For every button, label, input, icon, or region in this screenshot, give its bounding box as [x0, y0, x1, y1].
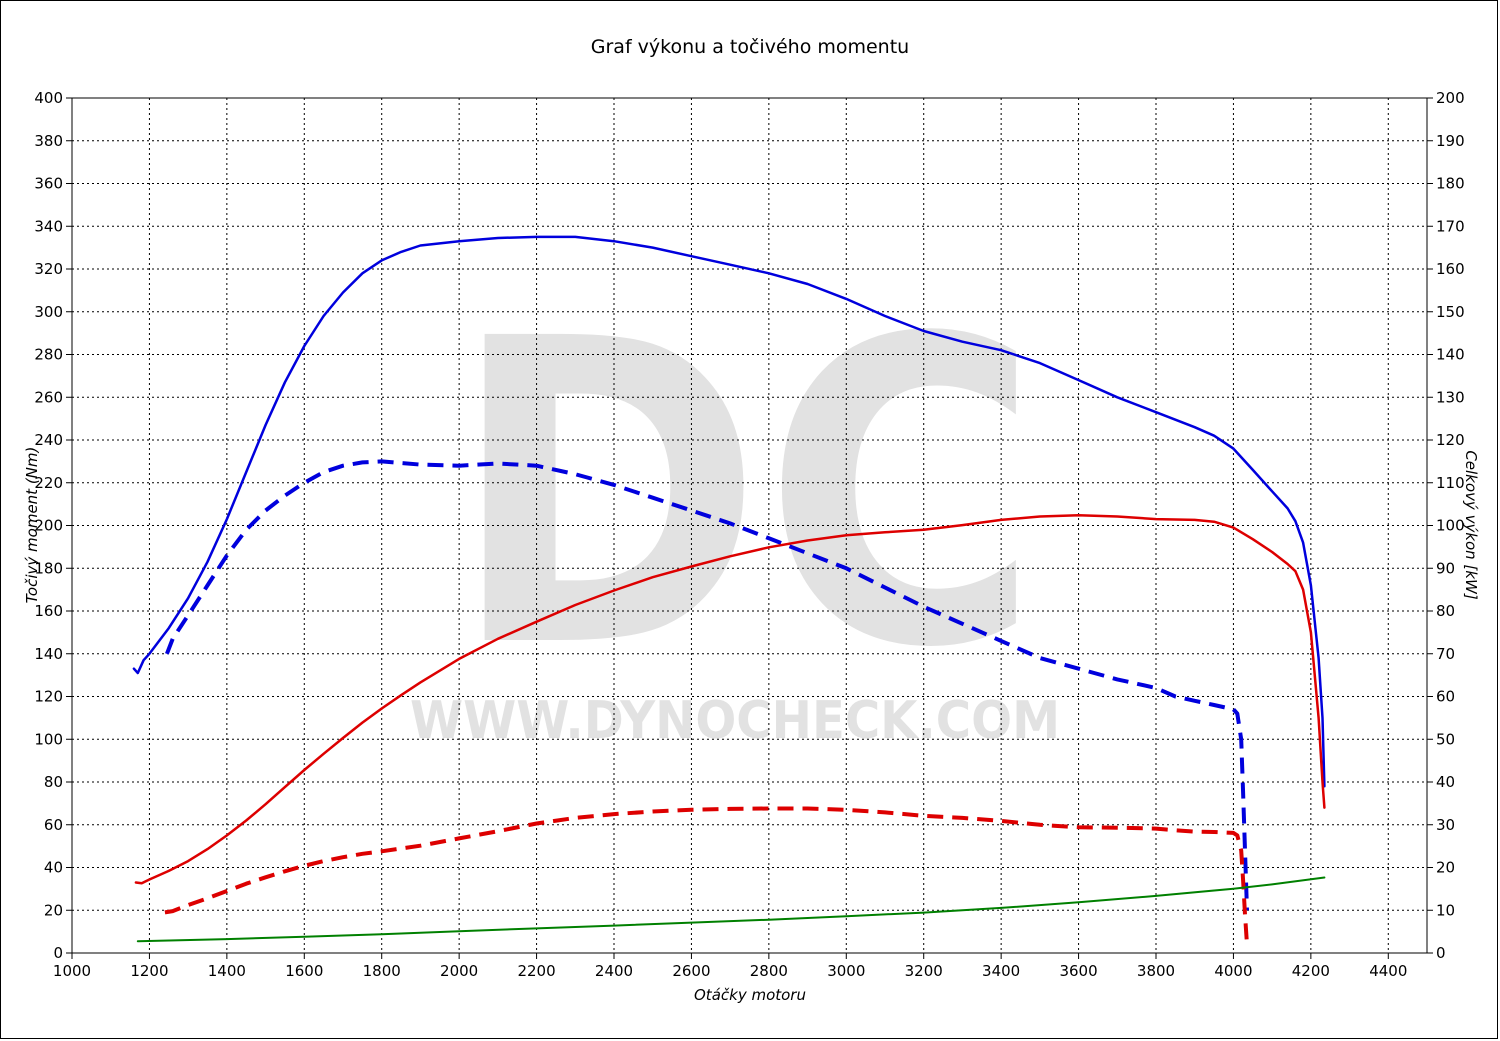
y-left-tick-label: 380	[34, 132, 63, 150]
y-right-tick-label: 160	[1436, 260, 1465, 278]
y-right-tick-label: 130	[1436, 388, 1465, 406]
x-tick-label: 1600	[285, 962, 323, 980]
y-left-tick-label: 40	[44, 859, 63, 877]
y-left-tick-label: 320	[34, 260, 63, 278]
x-tick-label: 3000	[827, 962, 865, 980]
y-left-tick-label: 220	[34, 474, 63, 492]
chart-title: Graf výkonu a točivého momentu	[591, 36, 909, 58]
y-right-tick-label: 100	[1436, 517, 1465, 535]
y-right-tick-label: 50	[1436, 730, 1455, 748]
watermark-text: WWW.DYNOCHECK.COM	[410, 691, 1060, 751]
x-tick-label: 4400	[1369, 962, 1407, 980]
loss-line	[136, 876, 1326, 943]
grid	[72, 98, 1427, 953]
torque-tuned-line	[132, 235, 1326, 788]
y-right-tick-label: 120	[1436, 431, 1465, 449]
x-tick-label: 3200	[905, 962, 943, 980]
y-left-tick-label: 260	[34, 388, 63, 406]
y-left-tick-label: 20	[44, 901, 63, 919]
watermark-logo: DC	[450, 251, 1040, 740]
y-right-tick-label: 170	[1436, 217, 1465, 235]
x-tick-label: 2400	[595, 962, 633, 980]
y-right-tick-label: 150	[1436, 303, 1465, 321]
watermark: DC WWW.DYNOCHECK.COM	[410, 251, 1060, 751]
y-left-tick-label: 100	[34, 730, 63, 748]
x-tick-label: 2000	[440, 962, 478, 980]
x-tick-label: 4000	[1214, 962, 1252, 980]
y-axis-left-label: Točivý moment (Nm)	[23, 447, 41, 604]
y-right-tick-label: 90	[1436, 559, 1455, 577]
power-stock-line	[164, 806, 1249, 945]
y-right-tick-label: 200	[1436, 89, 1465, 107]
y-left-tick-label: 340	[34, 217, 63, 235]
y-left-tick-label: 280	[34, 346, 63, 364]
y-right-tick-label: 0	[1436, 944, 1446, 962]
y-left-tick-label: 160	[34, 602, 63, 620]
x-axis: 1000 1200 1400 1600 1800 2000 2200 2400 2600 2800…	[53, 953, 1407, 980]
x-tick-label: 3800	[1137, 962, 1175, 980]
y-right-tick-label: 110	[1436, 474, 1465, 492]
y-right-tick-label: 30	[1436, 816, 1455, 834]
y-left-tick-label: 60	[44, 816, 63, 834]
y-right-tick-label: 20	[1436, 859, 1455, 877]
y-left-tick-label: 300	[34, 303, 63, 321]
x-tick-label: 2800	[750, 962, 788, 980]
x-axis-label: Otáčky motoru	[694, 986, 806, 1004]
y-left-tick-label: 240	[34, 431, 63, 449]
y-left-tick-label: 80	[44, 773, 63, 791]
y-right-tick-label: 140	[1436, 346, 1465, 364]
y-left-tick-label: 360	[34, 175, 63, 193]
y-right-tick-label: 190	[1436, 132, 1465, 150]
series-group	[132, 235, 1326, 945]
power-tuned-line	[134, 513, 1326, 885]
x-tick-label: 1400	[208, 962, 246, 980]
x-tick-label: 4200	[1292, 962, 1330, 980]
y-left-tick-label: 140	[34, 645, 63, 663]
y-right-tick-label: 80	[1436, 602, 1455, 620]
y-right-tick-label: 10	[1436, 901, 1455, 919]
x-tick-label: 3600	[1059, 962, 1097, 980]
x-tick-label: 1200	[130, 962, 168, 980]
y-left-tick-label: 400	[34, 89, 63, 107]
y-axis-right-label: Celkový výkon [kW]	[1462, 450, 1480, 600]
y-right-tick-label: 40	[1436, 773, 1455, 791]
y-left-tick-label: 0	[53, 944, 63, 962]
x-tick-label: 1800	[363, 962, 401, 980]
y-left-tick-label: 120	[34, 688, 63, 706]
x-tick-label: 2600	[672, 962, 710, 980]
y-axis-right: 0 10 20 30 40 50 60 70 80 90 100 110 120 130 140 150 160…	[1427, 89, 1465, 962]
y-right-tick-label: 70	[1436, 645, 1455, 663]
y-left-tick-label: 180	[34, 559, 63, 577]
x-tick-label: 2200	[517, 962, 555, 980]
y-right-tick-label: 60	[1436, 688, 1455, 706]
torque-stock-line	[165, 459, 1249, 911]
y-right-tick-label: 180	[1436, 175, 1465, 193]
y-left-tick-label: 200	[34, 517, 63, 535]
x-tick-label: 3400	[982, 962, 1020, 980]
x-tick-label: 1000	[53, 962, 91, 980]
y-axis-left: 0 20 40 60 80 100 120 140 160 180 200 220 240 260 280 3…	[34, 89, 72, 962]
